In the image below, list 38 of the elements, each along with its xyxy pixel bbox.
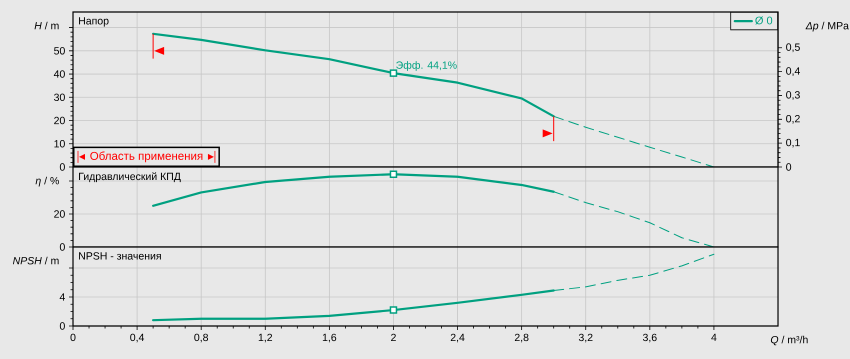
y2-tick-label: 0 (786, 163, 792, 171)
y2-tick-label: 0,5 (786, 43, 800, 52)
x-tick-label: 1,2 (258, 334, 272, 342)
y-tick-label: 50 (54, 47, 65, 55)
y-axis-title: η / % (36, 176, 59, 186)
annotation: Гидравлический КПД (79, 172, 181, 182)
y2-tick-label: 0,4 (786, 67, 800, 76)
x-tick-label: 1,6 (322, 334, 336, 342)
y-axis-title: NPSH / m (12, 256, 59, 264)
x-tick-label: 3,2 (578, 334, 593, 342)
y2-tick-label: 0,1 (786, 138, 800, 148)
x-tick-label: 0 (70, 334, 76, 342)
y-tick-label: 30 (54, 94, 65, 102)
annotation: NPSH - значения (79, 252, 161, 260)
x-tick-label: 0,4 (130, 334, 144, 342)
x-tick-label: 4 (711, 334, 717, 341)
annotation: Напор (79, 17, 109, 27)
x-tick-label: 2 (391, 334, 396, 342)
x-tick-label: 2,8 (514, 334, 528, 342)
annotation: Эфф. 44,1% (396, 61, 457, 71)
y-tick-label: 20 (54, 210, 65, 218)
legend-label: Ø 0 (755, 16, 772, 25)
y-tick-label: 40 (54, 70, 65, 78)
x-tick-label: 0,8 (194, 334, 208, 342)
y2-axis-title: Δp / MPa (806, 22, 849, 32)
y-tick-label: 4 (60, 293, 65, 301)
x-tick-label: 2,4 (450, 334, 465, 342)
x-axis-title: Q / m³/h (770, 336, 808, 346)
y-tick-label: 0 (60, 322, 65, 330)
y-axis-title: H / m (34, 22, 59, 30)
y-tick-label: 20 (54, 116, 65, 124)
y-tick-label: 10 (54, 140, 65, 148)
y2-tick-label: 0,3 (786, 91, 800, 100)
y-tick-label: 0 (60, 163, 65, 171)
y2-tick-label: 0,2 (786, 114, 800, 124)
x-tick-label: 3,6 (642, 334, 657, 342)
annotation: Область применения (90, 151, 202, 162)
y-tick-label: 0 (60, 243, 65, 251)
